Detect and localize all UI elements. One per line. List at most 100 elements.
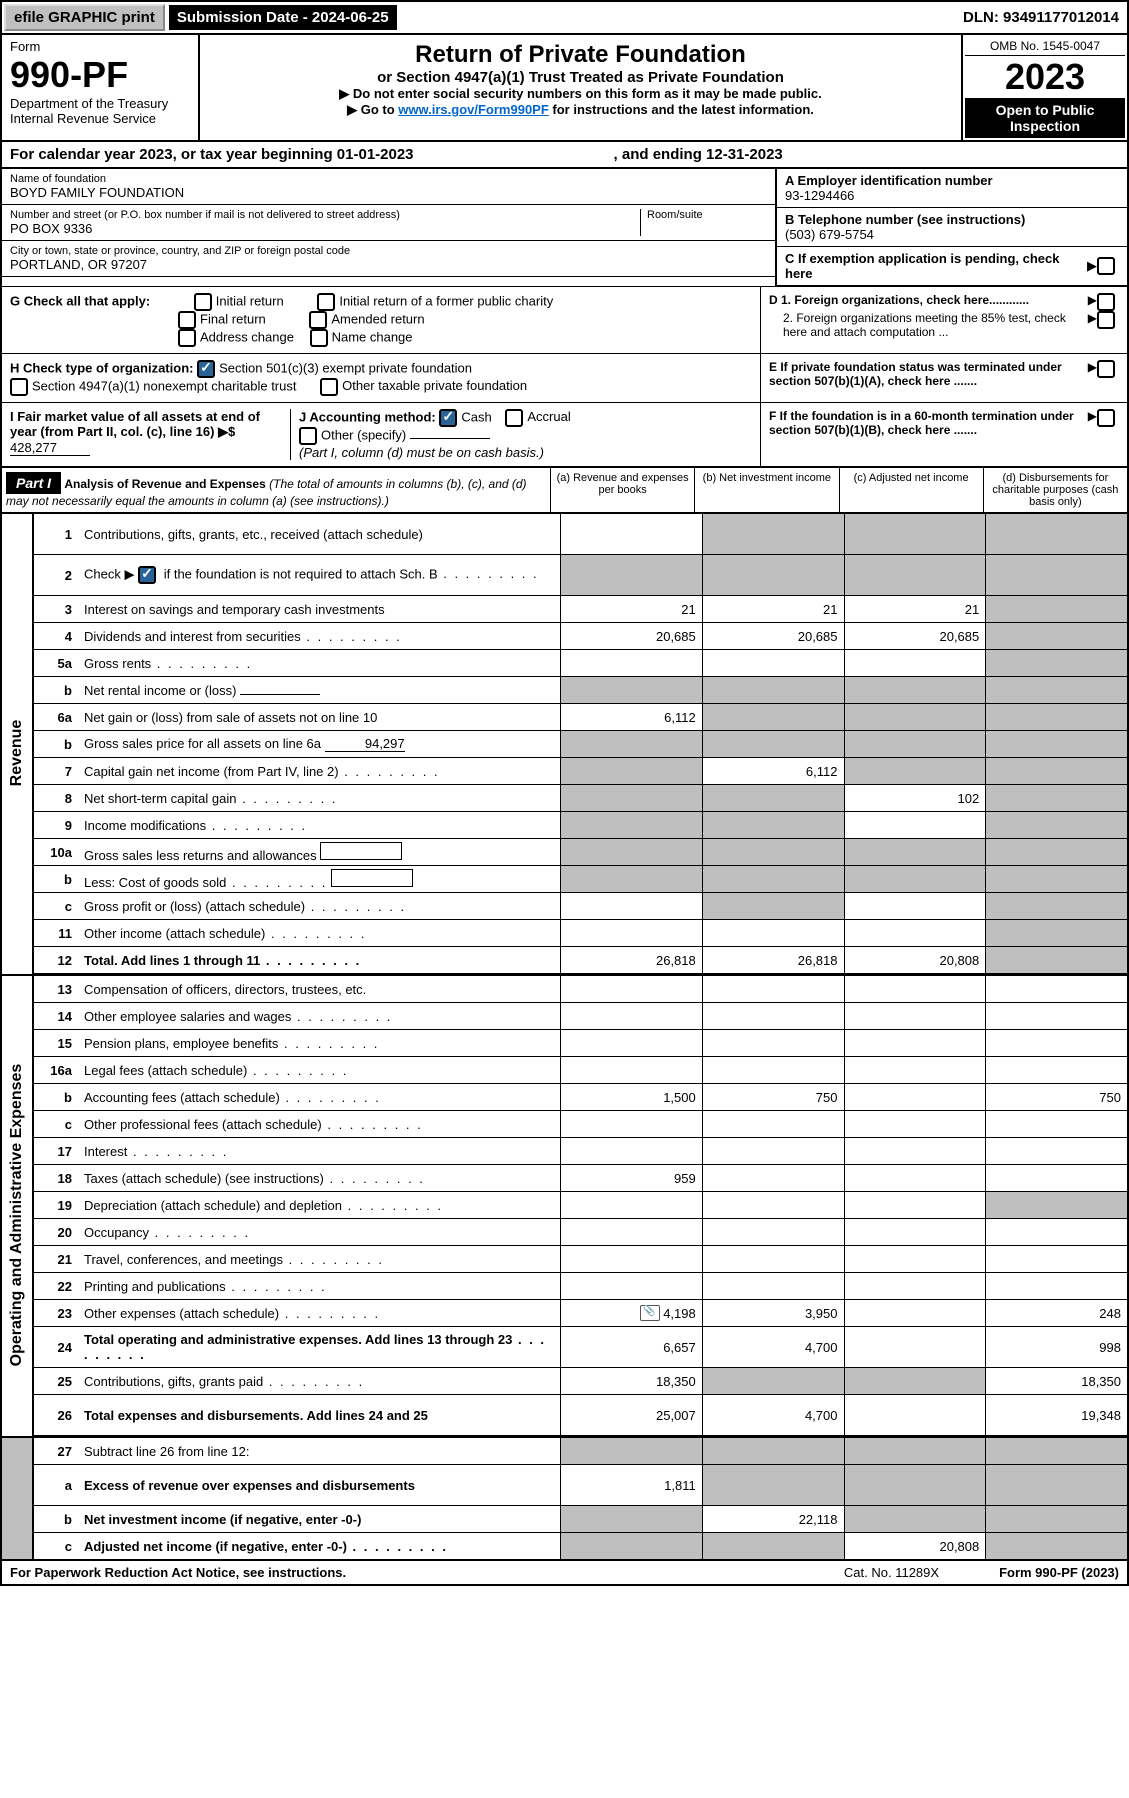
footer: For Paperwork Reduction Act Notice, see …: [0, 1561, 1129, 1586]
h-section: H Check type of organization: Section 50…: [2, 354, 760, 402]
g-section: G Check all that apply: Initial return I…: [2, 287, 760, 353]
r5a-label: Gross rents: [84, 656, 151, 671]
r20-label: Occupancy: [84, 1225, 149, 1240]
r27c-label: Adjusted net income (if negative, enter …: [84, 1539, 347, 1554]
g-name: Name change: [332, 329, 413, 344]
r25-num: 25: [34, 1374, 80, 1389]
r17-label: Interest: [84, 1144, 127, 1159]
j-cash-checkbox[interactable]: [439, 409, 457, 427]
r2-label2: if the foundation is not required to att…: [164, 566, 438, 581]
schb-checkbox[interactable]: [138, 566, 156, 584]
g-initial-former-checkbox[interactable]: [317, 293, 335, 311]
note-ssn: ▶ Do not enter social security numbers o…: [206, 86, 955, 102]
submission-date-badge: Submission Date - 2024-06-25: [169, 5, 397, 30]
r27b-label: Net investment income (if negative, ente…: [80, 1510, 560, 1529]
fmv-value: 428,277: [10, 440, 90, 456]
r27b-b: 22,118: [702, 1506, 844, 1532]
r4-c: 20,685: [844, 623, 986, 649]
r12-b: 26,818: [702, 947, 844, 973]
ein-label: A Employer identification number: [785, 173, 1119, 188]
dept-label: Department of the Treasury: [10, 96, 190, 111]
h-label: H Check type of organization:: [10, 360, 193, 375]
footer-left: For Paperwork Reduction Act Notice, see …: [10, 1565, 346, 1580]
r27b-num: b: [34, 1512, 80, 1527]
d-section: D 1. Foreign organizations, check here..…: [760, 287, 1127, 353]
r5b-num: b: [34, 683, 80, 698]
city-label: City or town, state or province, country…: [10, 245, 767, 257]
i-label: I Fair market value of all assets at end…: [10, 409, 260, 439]
e-label: E If private foundation status was termi…: [769, 360, 1088, 388]
form-title: Return of Private Foundation: [206, 41, 955, 69]
goto-post: for instructions and the latest informat…: [549, 102, 814, 117]
r5a-num: 5a: [34, 656, 80, 671]
r6a-num: 6a: [34, 710, 80, 725]
r10b-num: b: [34, 872, 80, 887]
form990pf-link[interactable]: www.irs.gov/Form990PF: [398, 102, 549, 117]
col-d-header: (d) Disbursements for charitable purpose…: [983, 468, 1127, 512]
efile-print-button[interactable]: efile GRAPHIC print: [4, 4, 165, 31]
r18-a: 959: [560, 1165, 702, 1191]
g-name-checkbox[interactable]: [310, 329, 328, 347]
r27c-num: c: [34, 1539, 80, 1554]
r23-a: 4,198: [663, 1306, 696, 1321]
r25-d: 18,350: [985, 1368, 1127, 1394]
attachment-icon[interactable]: 📎: [640, 1305, 660, 1321]
r12-c: 20,808: [844, 947, 986, 973]
h-4947-checkbox[interactable]: [10, 378, 28, 396]
expenses-table: Operating and Administrative Expenses 13…: [2, 974, 1127, 1436]
j-accrual: Accrual: [527, 409, 570, 424]
g-address-checkbox[interactable]: [178, 329, 196, 347]
r26-label: Total expenses and disbursements. Add li…: [80, 1406, 560, 1425]
h-501c3-checkbox[interactable]: [197, 360, 215, 378]
part1-header-row: Part I Analysis of Revenue and Expenses …: [2, 466, 1127, 514]
h-4947: Section 4947(a)(1) nonexempt charitable …: [32, 378, 296, 393]
g-amended-checkbox[interactable]: [309, 311, 327, 329]
r19-label: Depreciation (attach schedule) and deple…: [84, 1198, 342, 1213]
d1-label: D 1. Foreign organizations, check here..…: [769, 293, 1088, 311]
r23-b: 3,950: [702, 1300, 844, 1326]
r16a-num: 16a: [34, 1063, 80, 1078]
d1-checkbox[interactable]: [1097, 293, 1115, 311]
r13-num: 13: [34, 982, 80, 997]
r24-label: Total operating and administrative expen…: [84, 1332, 512, 1347]
d2-checkbox[interactable]: [1097, 311, 1115, 329]
r4-label: Dividends and interest from securities: [84, 629, 301, 644]
r27a-a: 1,811: [560, 1465, 702, 1505]
expenses-vert-label: Operating and Administrative Expenses: [8, 1015, 26, 1415]
r27-num: 27: [34, 1444, 80, 1459]
r18-label: Taxes (attach schedule) (see instruction…: [84, 1171, 324, 1186]
r27a-label: Excess of revenue over expenses and disb…: [80, 1476, 560, 1495]
f-checkbox[interactable]: [1097, 409, 1115, 427]
addr-label: Number and street (or P.O. box number if…: [10, 209, 640, 221]
form-number: 990-PF: [10, 54, 190, 96]
city-state-zip: PORTLAND, OR 97207: [10, 257, 767, 272]
r16c-label: Other professional fees (attach schedule…: [84, 1117, 322, 1132]
form-subtitle: or Section 4947(a)(1) Trust Treated as P…: [206, 69, 955, 86]
part1-title: Analysis of Revenue and Expenses: [64, 477, 265, 491]
r23-label: Other expenses (attach schedule): [84, 1306, 279, 1321]
r26-b: 4,700: [702, 1395, 844, 1435]
h-other-checkbox[interactable]: [320, 378, 338, 396]
g-initial-checkbox[interactable]: [194, 293, 212, 311]
r14-num: 14: [34, 1009, 80, 1024]
r17-num: 17: [34, 1144, 80, 1159]
footer-right: Form 990-PF (2023): [999, 1565, 1119, 1580]
r24-d: 998: [985, 1327, 1127, 1367]
j-accrual-checkbox[interactable]: [505, 409, 523, 427]
r9-num: 9: [34, 818, 80, 833]
r6b-num: b: [34, 737, 80, 752]
header-right: OMB No. 1545-0047 2023 Open to Public In…: [961, 35, 1127, 140]
r12-num: 12: [34, 953, 80, 968]
r11-num: 11: [34, 926, 80, 941]
r1-num: 1: [34, 527, 80, 542]
g-final-checkbox[interactable]: [178, 311, 196, 329]
top-bar: efile GRAPHIC print Submission Date - 20…: [0, 0, 1129, 35]
entity-row: Name of foundation BOYD FAMILY FOUNDATIO…: [2, 169, 1127, 286]
j-other-checkbox[interactable]: [299, 427, 317, 445]
c-checkbox[interactable]: [1097, 257, 1115, 275]
form-word: Form: [10, 39, 190, 54]
open-public-badge: Open to Public Inspection: [965, 98, 1125, 138]
r18-num: 18: [34, 1171, 80, 1186]
r25-label: Contributions, gifts, grants paid: [84, 1374, 263, 1389]
e-checkbox[interactable]: [1097, 360, 1115, 378]
